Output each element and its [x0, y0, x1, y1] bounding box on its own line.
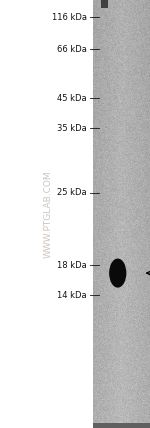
Text: 14 kDa: 14 kDa: [57, 291, 87, 300]
Text: 35 kDa: 35 kDa: [57, 124, 87, 133]
Ellipse shape: [109, 259, 126, 288]
Text: 116 kDa: 116 kDa: [52, 12, 87, 22]
FancyBboxPatch shape: [93, 423, 150, 428]
Text: 66 kDa: 66 kDa: [57, 45, 87, 54]
Text: 25 kDa: 25 kDa: [57, 188, 87, 197]
FancyBboxPatch shape: [101, 0, 108, 8]
Text: 45 kDa: 45 kDa: [57, 94, 87, 103]
Text: 18 kDa: 18 kDa: [57, 261, 87, 270]
Text: WWW.PTGLAB.COM: WWW.PTGLAB.COM: [44, 170, 52, 258]
